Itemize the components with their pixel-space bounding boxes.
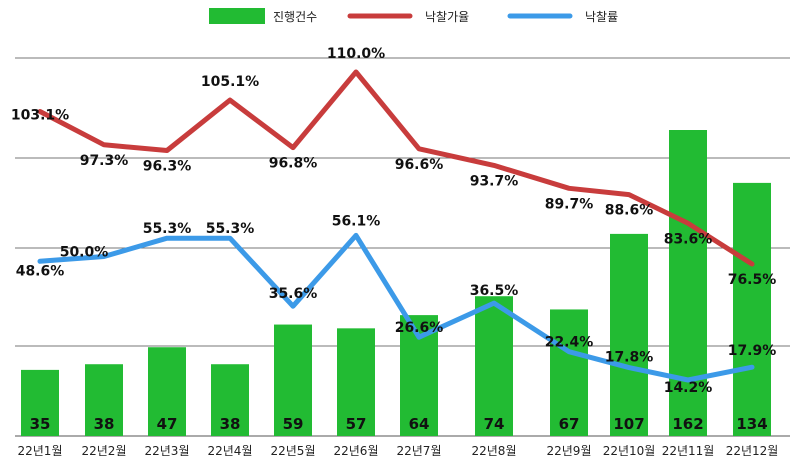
line-series — [37, 69, 755, 383]
category-axis: 22년1월 22년2월 22년3월 22년4월 22년5월 22년6월 22년7월 22년8월… — [18, 444, 779, 458]
bid-rate-label: 83.6% — [664, 231, 713, 247]
bid-rate-label: 96.3% — [143, 159, 192, 175]
legend: 진행건수 낙찰가율 낙찰률 — [209, 8, 618, 24]
category-label: 22년4월 — [208, 444, 253, 458]
category-label: 22년1월 — [18, 444, 63, 458]
win-rate-label: 35.6% — [269, 286, 318, 302]
win-rate-label: 48.6% — [16, 263, 65, 279]
bar-value-label: 162 — [672, 415, 703, 433]
bid-rate-label: 96.6% — [395, 157, 444, 173]
win-rate-label: 14.2% — [664, 380, 713, 396]
bar-2 — [85, 364, 123, 436]
bar-8 — [475, 296, 513, 436]
legend-swatch-bar — [209, 8, 265, 24]
category-label: 22년9월 — [547, 444, 592, 458]
win-rate-label: 36.5% — [470, 283, 519, 299]
bar-value-label: 107 — [613, 415, 644, 433]
category-label: 22년10월 — [603, 444, 656, 458]
bar-12 — [733, 182, 771, 436]
win-rate-label: 56.1% — [332, 213, 381, 229]
win-rate-label: 55.3% — [143, 221, 192, 237]
bar-value-label: 59 — [283, 415, 304, 433]
bar-9 — [550, 309, 588, 436]
win-rate-label: 26.6% — [395, 320, 444, 336]
bar-10 — [610, 233, 648, 436]
bid-rate-label: 103.1% — [11, 108, 69, 124]
category-label: 22년11월 — [662, 444, 715, 458]
category-label: 22년12월 — [726, 444, 779, 458]
category-label: 22년2월 — [82, 444, 127, 458]
bar-value-label: 47 — [157, 415, 178, 433]
win-rate-label: 22.4% — [545, 335, 594, 351]
bar-3 — [148, 347, 186, 436]
win-rate-line — [37, 232, 755, 383]
legend-label-bid-rate: 낙찰가율 — [425, 10, 469, 24]
bar-value-label: 67 — [559, 415, 580, 433]
bar-value-label: 134 — [736, 415, 767, 433]
bar-value-label: 64 — [409, 415, 430, 433]
category-label: 22년5월 — [271, 444, 316, 458]
bar-value-label: 35 — [30, 415, 51, 433]
bar-value-label: 57 — [346, 415, 367, 433]
win-rate-label: 50.0% — [60, 244, 109, 260]
bid-rate-label: 88.6% — [605, 203, 654, 219]
category-label: 22년3월 — [145, 444, 190, 458]
bid-rate-label: 110.0% — [327, 46, 385, 62]
bar-5 — [274, 324, 312, 436]
bar-value-label: 38 — [94, 415, 115, 433]
bar-11 — [669, 130, 707, 436]
category-label: 22년6월 — [334, 444, 379, 458]
category-label: 22년7월 — [397, 444, 442, 458]
legend-label-win-rate: 낙찰률 — [585, 10, 618, 24]
bar-value-label: 38 — [220, 415, 241, 433]
win-rate-label: 17.9% — [728, 343, 777, 359]
bid-rate-line — [37, 69, 755, 267]
category-label: 22년8월 — [472, 444, 517, 458]
bid-rate-label: 93.7% — [470, 173, 519, 189]
win-rate-label: 17.8% — [605, 350, 654, 366]
bar-4 — [211, 364, 249, 436]
legend-label-count: 진행건수 — [273, 9, 317, 24]
bid-rate-label: 97.3% — [80, 153, 129, 169]
bid-rate-label: 96.8% — [269, 156, 318, 172]
bar-6 — [337, 328, 375, 436]
bar-1 — [21, 369, 59, 436]
bid-rate-label: 76.5% — [728, 272, 777, 288]
bar-value-label: 74 — [484, 415, 505, 433]
bid-rate-label: 105.1% — [201, 74, 259, 90]
bid-rate-label: 89.7% — [545, 196, 594, 212]
win-rate-label: 55.3% — [206, 221, 255, 237]
bar-series — [21, 130, 771, 436]
value-labels: 35 38 47 38 59 57 64 74 67 107 162 134 103.1% 97.3% 96… — [11, 46, 776, 433]
